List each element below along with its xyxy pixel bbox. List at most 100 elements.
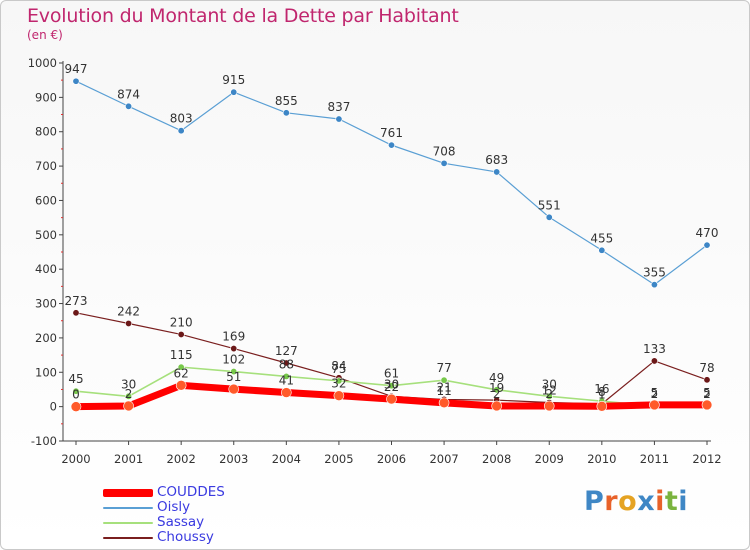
x-tick-label: 2007 bbox=[429, 452, 458, 466]
y-tick-label: 200 bbox=[35, 331, 57, 345]
x-tick-label: 2006 bbox=[377, 452, 406, 466]
data-label-sassay: 49 bbox=[489, 371, 504, 385]
data-label-sassay: 75 bbox=[331, 362, 346, 376]
data-point-couddes bbox=[70, 401, 82, 412]
data-label-couddes: 0 bbox=[72, 388, 80, 402]
x-tick-label: 2011 bbox=[640, 452, 669, 466]
y-tick-label: 400 bbox=[35, 262, 57, 276]
data-label-sassay: 61 bbox=[384, 367, 399, 381]
data-label-couddes: 62 bbox=[174, 366, 189, 380]
data-point-oisly bbox=[545, 213, 553, 221]
data-label-couddes: 1 bbox=[598, 387, 606, 401]
data-label-choussy: 30 bbox=[384, 377, 399, 391]
data-point-choussy bbox=[125, 319, 133, 327]
data-label-sassay: 2 bbox=[703, 387, 711, 401]
data-point-oisly bbox=[440, 159, 448, 167]
data-label-oisly: 874 bbox=[117, 87, 140, 101]
data-label-choussy: 21 bbox=[436, 380, 451, 394]
data-label-sassay: 30 bbox=[542, 377, 557, 391]
data-point-couddes bbox=[228, 383, 240, 395]
data-point-choussy bbox=[72, 309, 80, 317]
data-label-choussy: 19 bbox=[489, 381, 504, 395]
y-tick-label: 800 bbox=[35, 125, 57, 139]
data-point-oisly bbox=[387, 141, 395, 149]
y-tick-label: -100 bbox=[31, 434, 57, 448]
legend-item-choussy: Choussy bbox=[103, 530, 225, 545]
data-point-choussy bbox=[650, 357, 658, 365]
legend-swatch bbox=[103, 488, 153, 497]
data-label-choussy: 127 bbox=[275, 344, 298, 358]
chart-subtitle: (en €) bbox=[27, 28, 63, 42]
y-tick-label: 0 bbox=[50, 400, 57, 414]
data-point-couddes bbox=[123, 400, 134, 412]
data-point-couddes bbox=[281, 387, 292, 398]
data-point-couddes bbox=[386, 393, 397, 405]
data-label-oisly: 551 bbox=[538, 198, 561, 212]
data-label-sassay: 30 bbox=[121, 377, 136, 391]
data-label-couddes: 2 bbox=[545, 387, 553, 401]
logo-letter: t bbox=[664, 486, 679, 517]
data-label-oisly: 837 bbox=[327, 100, 350, 114]
legend-swatch bbox=[103, 521, 153, 524]
data-point-oisly bbox=[493, 168, 501, 176]
logo-letter: r bbox=[604, 486, 619, 517]
x-tick-label: 2008 bbox=[482, 452, 511, 466]
data-point-oisly bbox=[72, 77, 80, 85]
data-point-sassay bbox=[440, 376, 448, 384]
x-tick-label: 2002 bbox=[167, 452, 196, 466]
logo-letter: i bbox=[655, 486, 665, 517]
data-label-choussy: 133 bbox=[643, 342, 666, 356]
data-label-choussy: 210 bbox=[170, 315, 193, 329]
legend-label: COUDDES bbox=[157, 484, 225, 500]
legend-item-oisly: Oisly bbox=[103, 500, 225, 515]
data-point-couddes bbox=[543, 400, 555, 412]
data-point-couddes bbox=[701, 399, 713, 411]
data-label-couddes: 5 bbox=[703, 386, 711, 400]
data-label-choussy: 8 bbox=[598, 385, 606, 399]
data-point-oisly bbox=[650, 281, 658, 289]
data-point-choussy bbox=[177, 330, 185, 338]
data-point-sassay bbox=[230, 368, 238, 376]
legend-label: Oisly bbox=[157, 499, 191, 515]
x-tick-label: 2010 bbox=[587, 452, 616, 466]
logo-letter: P bbox=[584, 486, 605, 517]
data-point-couddes bbox=[333, 390, 345, 401]
data-label-oisly: 947 bbox=[65, 62, 88, 76]
data-label-choussy: 242 bbox=[117, 304, 140, 318]
data-point-oisly bbox=[177, 127, 185, 135]
data-point-sassay bbox=[387, 382, 395, 390]
data-label-choussy: 169 bbox=[222, 330, 245, 344]
data-label-sassay: 102 bbox=[222, 353, 245, 367]
data-point-couddes bbox=[596, 400, 608, 412]
data-point-sassay bbox=[335, 377, 343, 385]
data-point-couddes bbox=[175, 380, 187, 391]
x-tick-label: 2004 bbox=[272, 452, 301, 466]
data-point-oisly bbox=[703, 241, 711, 249]
data-point-sassay bbox=[72, 387, 80, 395]
data-point-sassay bbox=[545, 392, 553, 400]
data-point-choussy bbox=[282, 359, 290, 367]
x-tick-label: 2009 bbox=[535, 452, 564, 466]
legend-label: Choussy bbox=[157, 529, 214, 545]
legend-swatch bbox=[103, 536, 153, 539]
data-label-sassay: 77 bbox=[436, 361, 451, 375]
y-tick-label: 500 bbox=[35, 228, 57, 242]
x-tick-label: 2005 bbox=[324, 452, 353, 466]
legend-swatch bbox=[103, 506, 153, 509]
data-point-oisly bbox=[282, 109, 290, 117]
data-point-choussy bbox=[230, 345, 238, 353]
data-label-couddes: 22 bbox=[384, 380, 399, 394]
data-label-couddes: 32 bbox=[331, 377, 346, 391]
data-label-choussy: 273 bbox=[65, 294, 88, 308]
data-point-choussy bbox=[703, 376, 711, 384]
data-point-oisly bbox=[335, 115, 343, 123]
data-point-couddes bbox=[438, 397, 450, 409]
y-tick-label: 900 bbox=[35, 90, 57, 104]
data-point-oisly bbox=[230, 88, 238, 96]
legend-item-couddes: COUDDES bbox=[103, 485, 225, 500]
data-point-couddes bbox=[649, 399, 660, 411]
data-label-choussy: 78 bbox=[699, 361, 714, 375]
data-point-oisly bbox=[598, 246, 606, 254]
data-label-couddes: 41 bbox=[279, 374, 294, 388]
